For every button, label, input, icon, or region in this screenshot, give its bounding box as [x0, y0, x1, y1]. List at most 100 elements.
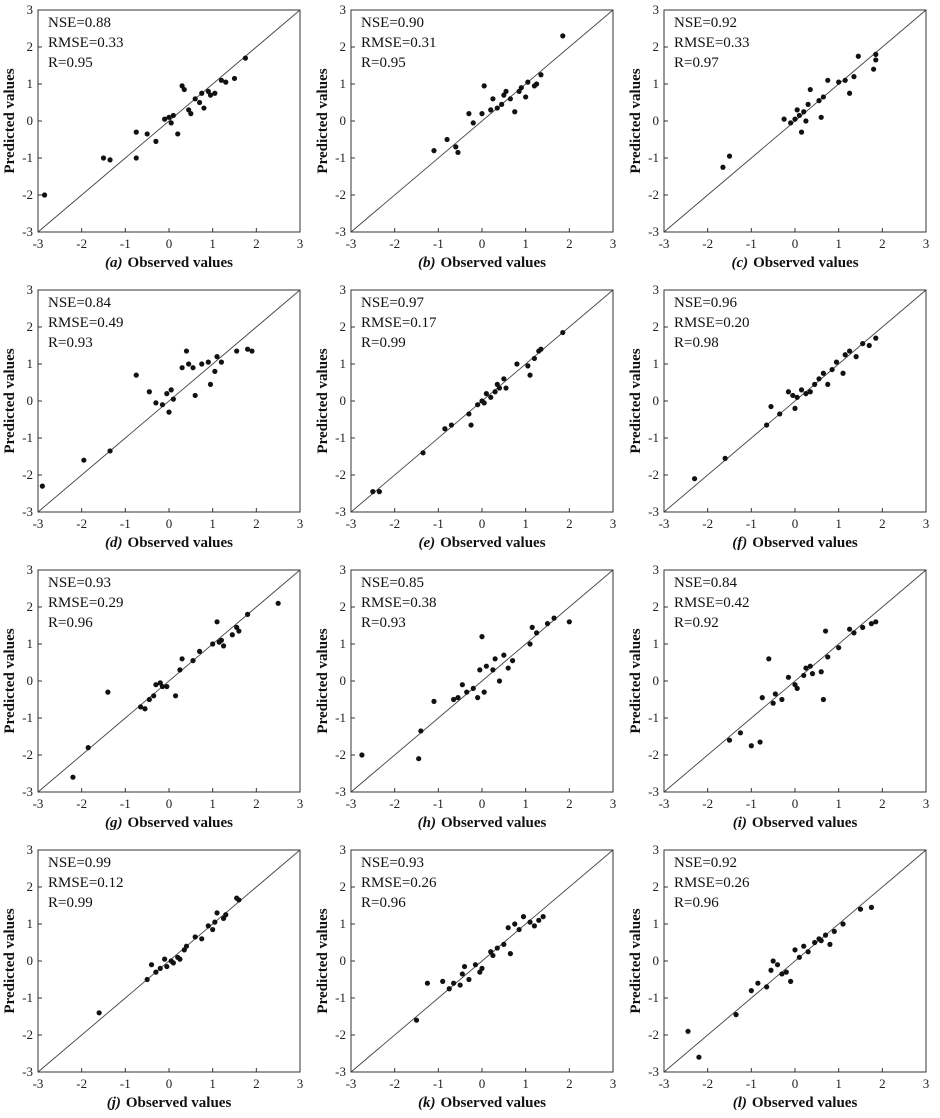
- data-point: [691, 476, 698, 482]
- data-point: [796, 954, 802, 960]
- data-point: [792, 947, 798, 953]
- data-point: [822, 628, 829, 634]
- data-point: [812, 939, 818, 946]
- data-point: [177, 667, 183, 673]
- x-tick-label: 1: [835, 236, 842, 251]
- y-tick-label: -2: [648, 467, 659, 482]
- stat-annotation: RMSE=0.26: [361, 875, 437, 891]
- data-point: [448, 422, 455, 428]
- x-axis-label: (i) Observed values: [733, 815, 858, 831]
- x-tick-label: 3: [923, 796, 930, 811]
- data-point: [733, 1012, 739, 1018]
- data-point: [159, 402, 166, 408]
- data-point: [468, 422, 474, 428]
- y-tick-label: -1: [22, 150, 33, 165]
- y-tick-label: 3: [340, 842, 347, 857]
- data-point: [842, 352, 848, 358]
- data-point: [162, 116, 168, 122]
- data-point: [726, 153, 733, 159]
- data-point: [186, 361, 192, 367]
- data-point: [873, 51, 879, 58]
- data-point: [138, 704, 144, 710]
- data-point: [199, 936, 205, 942]
- stat-annotation: R=0.93: [361, 615, 406, 631]
- y-tick-label: 3: [27, 282, 34, 297]
- y-axis-label: Predicted values: [2, 908, 18, 1013]
- data-point: [236, 897, 242, 903]
- stat-annotation: NSE=0.93: [361, 855, 424, 871]
- y-tick-label: -3: [335, 224, 346, 239]
- y-tick-label: 0: [653, 393, 660, 408]
- x-axis-label-text: Observed values: [752, 1095, 858, 1111]
- data-point: [860, 341, 866, 347]
- x-tick-label: -1: [746, 516, 757, 531]
- y-tick-label: 1: [653, 356, 660, 371]
- data-point: [466, 976, 472, 983]
- data-point: [207, 92, 214, 98]
- data-point: [501, 376, 507, 382]
- data-point: [177, 956, 183, 962]
- data-point: [492, 656, 498, 662]
- one-to-one-line: [37, 569, 301, 793]
- data-point: [538, 346, 544, 352]
- x-tick-label: 3: [297, 236, 304, 251]
- y-tick-label: 2: [653, 39, 660, 54]
- x-tick-label: 0: [166, 236, 173, 251]
- data-point: [803, 391, 809, 397]
- data-point: [170, 396, 176, 402]
- stat-annotation: RMSE=0.42: [674, 595, 750, 611]
- data-point: [533, 81, 540, 87]
- x-tick-label: 1: [835, 1076, 842, 1091]
- x-tick-label: -2: [702, 516, 713, 531]
- stat-annotation: R=0.98: [674, 335, 719, 351]
- x-tick-label: 1: [209, 516, 216, 531]
- y-axis-label: Predicted values: [2, 628, 18, 733]
- x-axis-label: (d) Observed values: [105, 535, 233, 551]
- y-tick-label: -1: [335, 150, 346, 165]
- data-point: [836, 79, 842, 85]
- stat-annotation: RMSE=0.20: [674, 315, 750, 331]
- data-point: [779, 971, 785, 977]
- data-point: [560, 329, 566, 336]
- data-point: [212, 368, 218, 374]
- x-tick-label: 1: [522, 1076, 529, 1091]
- data-point: [170, 960, 176, 966]
- data-point: [777, 411, 783, 417]
- data-point: [475, 695, 481, 701]
- data-point: [766, 656, 772, 662]
- data-point: [842, 77, 848, 83]
- data-point: [696, 1054, 702, 1060]
- data-point: [836, 645, 842, 651]
- scatter-chart: -3-3 -2 -2 -1 -1 0 0 1 1 2 2 3 3 NSE=0.84 RMSE=0.49 R=0…: [2, 282, 304, 551]
- data-point: [164, 963, 170, 970]
- data-point: [451, 696, 457, 703]
- data-point: [873, 57, 879, 63]
- data-point: [720, 164, 726, 170]
- x-tick-label: 3: [297, 516, 304, 531]
- data-point: [183, 943, 190, 949]
- data-point: [768, 967, 774, 973]
- stat-annotation: RMSE=0.29: [48, 595, 124, 611]
- data-point: [100, 155, 107, 161]
- x-tick-label: 2: [879, 236, 886, 251]
- data-point: [205, 923, 211, 929]
- data-point: [809, 671, 816, 677]
- data-point: [188, 111, 194, 117]
- x-tick-label: -2: [389, 516, 400, 531]
- data-point: [183, 348, 190, 354]
- x-tick-label: 0: [792, 796, 799, 811]
- data-point: [525, 363, 531, 369]
- data-point: [148, 962, 155, 968]
- data-point: [512, 109, 518, 115]
- x-tick-label: 3: [297, 1076, 304, 1091]
- scatter-chart: -3-3 -2 -2 -1 -1 0 0 1 1 2 2 3 3 NSE=0.93 RMSE=0.26 R=0…: [315, 842, 616, 1111]
- data-point: [153, 682, 159, 688]
- x-tick-label: 0: [479, 796, 486, 811]
- x-tick-label: -2: [76, 796, 87, 811]
- data-point: [722, 455, 728, 461]
- x-tick-label: 0: [166, 796, 173, 811]
- x-axis-label-text: Observed values: [752, 535, 858, 551]
- data-point: [153, 138, 159, 144]
- data-point: [175, 131, 181, 137]
- stat-annotation: R=0.92: [674, 615, 719, 631]
